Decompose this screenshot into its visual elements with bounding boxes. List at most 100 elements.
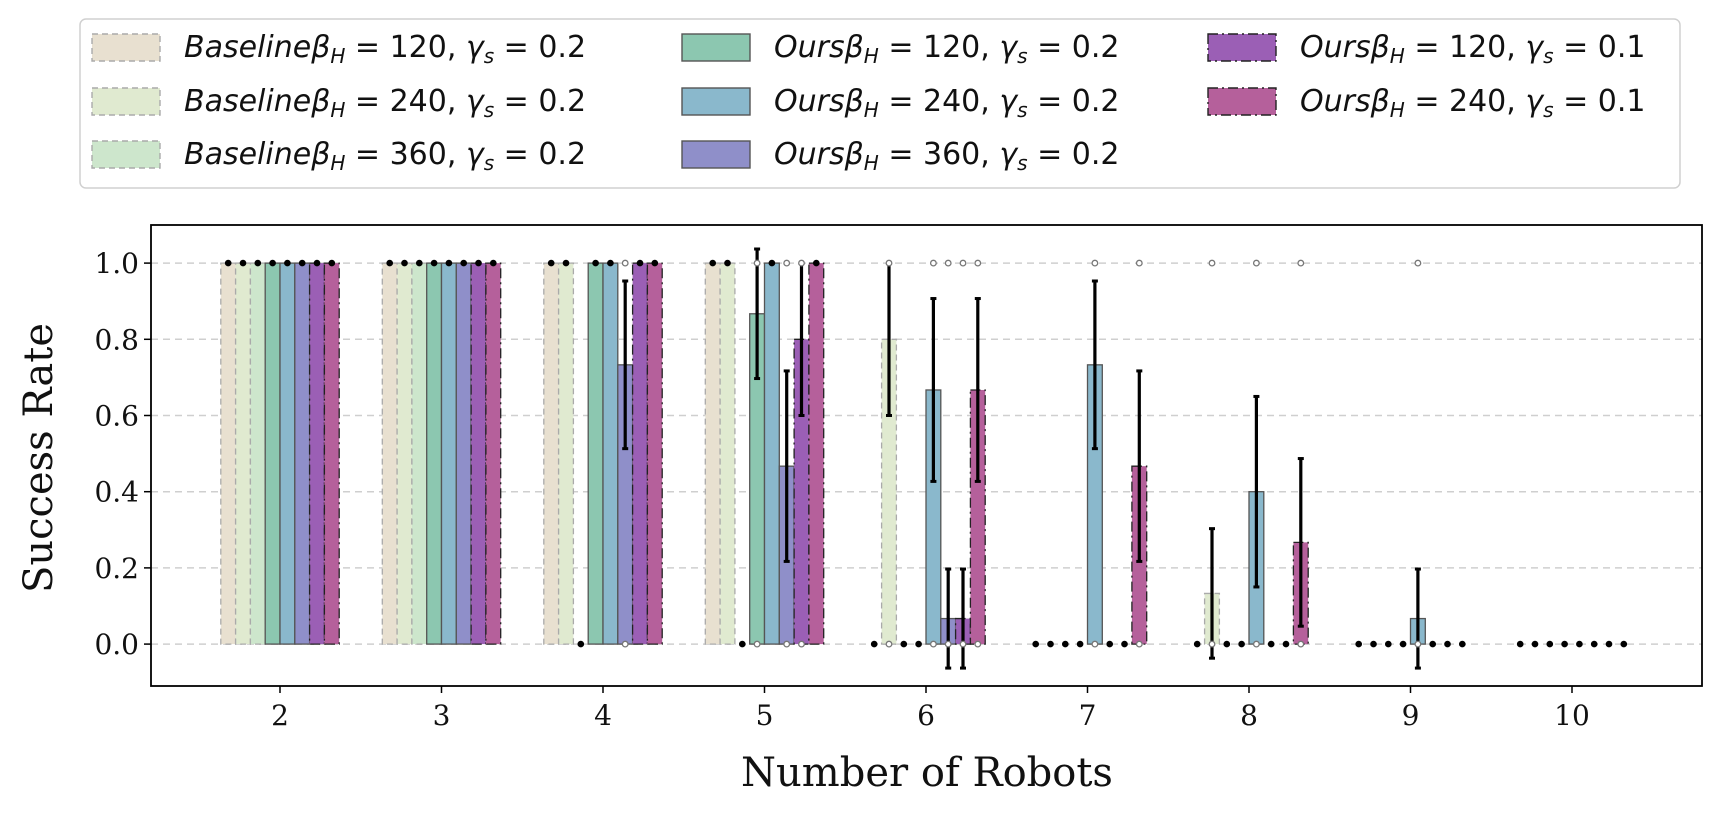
bar [470,262,487,645]
legend-swatch [91,140,161,169]
sample-dot-outlier [959,259,967,267]
sample-dot [1355,640,1362,648]
x-tick-label: 9 [1402,699,1420,732]
sample-dot [1385,640,1392,648]
legend-swatch [1207,87,1277,116]
sample-dot [1561,640,1568,648]
sample-dot [284,259,291,267]
plot-frame [150,224,1703,687]
sample-dot [768,259,776,267]
sample-dot [607,259,614,267]
sample-dot [651,259,659,267]
sample-dot-outlier [1297,259,1305,267]
bar [396,262,413,645]
sample-dot [269,259,276,267]
bar [646,262,663,645]
sample-dot [224,259,232,267]
sample-dot-outlier [929,640,937,648]
sample-dot [254,259,262,267]
sample-dot-outlier [1135,259,1143,267]
x-tick-label: 5 [756,699,774,732]
sample-dot [739,640,746,648]
sample-dot [1238,640,1245,648]
x-tick-label: 7 [1079,699,1097,732]
bar [602,262,619,645]
axes: 0.0 0.2 0.4 0.6 0.8 1.0 2 3 4 5 6 7 8 9 10 [94,224,1703,732]
sample-dot-outlier [798,259,805,267]
sample-dot-outlier [1414,259,1422,267]
sample-dot-outlier [783,640,791,648]
legend-swatch [91,33,161,62]
sample-dot [1267,640,1275,648]
sample-dot-outlier [944,640,952,648]
bar [808,262,825,645]
bars [220,262,1426,645]
sample-dot-outlier [959,640,967,648]
error-bars [622,247,1421,670]
bar [440,262,457,645]
sample-dot-outlier [798,640,805,648]
y-tick-label: 0.8 [94,323,139,356]
sample-dot [577,640,585,648]
sample-dot [1459,640,1466,648]
bar [234,262,252,645]
sample-dot-outlier [885,259,893,267]
sample-dot [430,259,438,267]
x-tick-label: 8 [1240,699,1258,732]
sample-dot-outlier [1414,640,1422,648]
sample-dot [1590,640,1598,648]
legend-entry-label: BaselineβH = 120, γs = 0.2 [184,30,586,68]
sample-dot-outlier [1135,640,1143,648]
sample-dot [1032,640,1039,648]
legend-swatch [1207,33,1277,62]
bar [543,262,560,645]
sample-dot-outlier [1252,640,1260,648]
x-tick-label: 10 [1554,699,1590,732]
bar [308,262,326,645]
sample-dot [328,259,336,267]
sample-dot [1223,640,1231,648]
sample-dot [636,259,644,267]
legend-entry-label: OursβH = 240, γs = 0.2 [774,84,1119,122]
bar [455,262,472,645]
bar [880,338,898,645]
y-tick-label: 1.0 [94,247,139,280]
x-tick-label: 3 [433,699,451,732]
sample-dot-outlier [621,259,629,267]
sample-dot [1516,640,1524,648]
sample-dot [475,259,482,267]
bar [587,262,604,645]
sample-dot [724,259,731,267]
sample-dot-outlier [944,259,952,267]
sample-dot-outlier [1297,640,1305,648]
x-tick-label: 4 [594,699,612,732]
sample-dot-outlier [753,259,761,267]
sample-dot-outlier [974,640,982,648]
legend-entry-label: OursβH = 120, γs = 0.2 [774,30,1119,68]
sample-dot [1620,640,1628,648]
sample-dot [313,259,321,267]
sample-dot [709,259,716,267]
sample-dot [870,640,878,648]
legend-box [79,18,1681,189]
bar [249,262,266,645]
bar [426,262,443,645]
sample-dot-outlier [1208,640,1216,648]
y-tick-label: 0.2 [94,552,139,585]
x-tick-label: 6 [917,699,935,732]
bar [704,262,721,645]
y-tick-label: 0.6 [94,399,139,432]
y-axis-label: Success Rate [16,323,62,593]
sample-dot [1399,640,1407,648]
y-tick-label: 0.0 [94,628,139,661]
bar [485,262,502,645]
sample-dot-outlier [929,259,937,267]
legend-swatch [681,33,751,62]
sample-dot [1106,640,1113,648]
sample-dots [224,259,1628,648]
sample-dot [416,259,423,267]
sample-dot-outlier [974,259,982,267]
sample-dot [445,259,453,267]
sample-dot [1062,640,1069,648]
